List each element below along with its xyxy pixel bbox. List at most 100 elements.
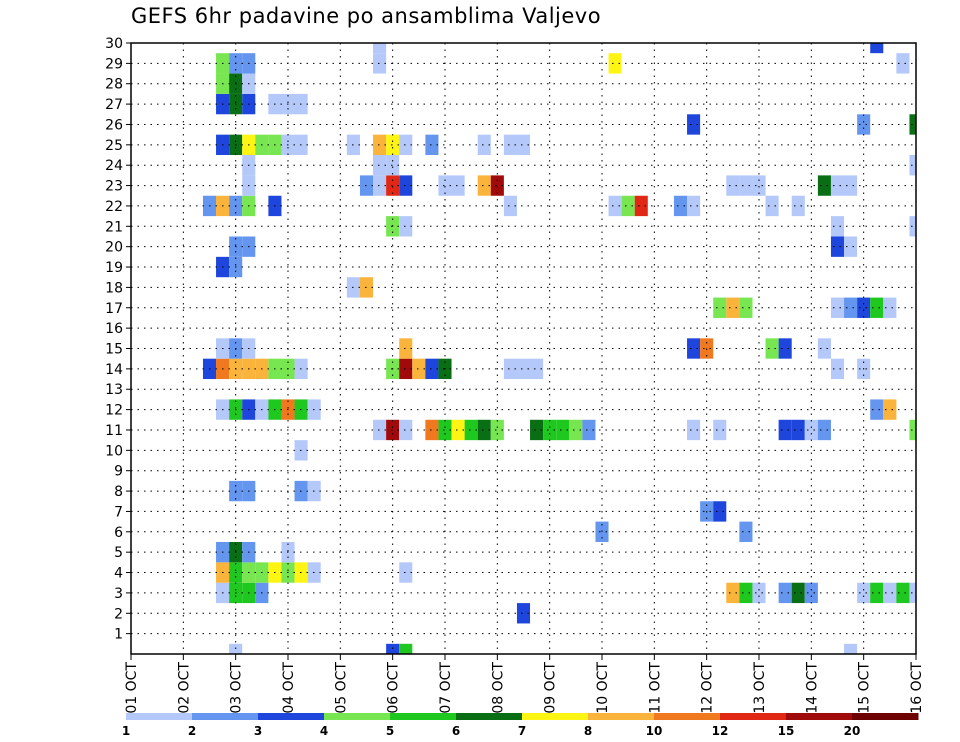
y-tick-label: 22 <box>105 199 123 215</box>
heatmap-cell <box>883 582 897 604</box>
heatmap-cell <box>817 175 831 196</box>
colorbar-label: 8 <box>584 724 592 738</box>
heatmap-cell <box>373 53 387 74</box>
colorbar-label: 2 <box>188 724 196 738</box>
y-tick-label: 7 <box>114 504 123 520</box>
heatmap-cell <box>451 175 465 196</box>
colorbar-segment <box>192 713 259 720</box>
heatmap-cell <box>399 175 413 196</box>
heatmap-cell <box>687 419 701 441</box>
heatmap-cell <box>739 521 753 542</box>
heatmap-cell <box>516 358 531 380</box>
y-tick-label: 9 <box>114 464 123 480</box>
colorbar-segment <box>258 713 325 720</box>
heatmap-cell <box>477 134 491 156</box>
x-tick-label: 12 OCT <box>700 662 716 714</box>
heatmap-cell <box>778 419 792 441</box>
heatmap-cell <box>399 216 413 237</box>
heatmap-cell <box>883 399 897 420</box>
heatmap-cell <box>399 643 413 654</box>
heatmap-cell <box>399 338 413 359</box>
colorbar-segment <box>852 713 919 720</box>
y-tick-label: 27 <box>105 97 123 113</box>
colorbar-segment <box>588 713 655 720</box>
colorbar-segment <box>456 713 523 720</box>
heatmap-cell <box>857 297 871 318</box>
heatmap-cell <box>386 155 400 176</box>
y-tick-label: 5 <box>114 545 123 561</box>
heatmap-cell <box>778 338 792 359</box>
chart-title: GEFS 6hr padavine po ansamblima Valjevo <box>131 4 602 28</box>
heatmap-cell <box>870 43 884 54</box>
y-tick-label: 4 <box>114 566 123 582</box>
heatmap-cell <box>739 582 753 604</box>
x-tick-label: 14 OCT <box>804 662 820 714</box>
colorbar-label: 4 <box>320 724 328 738</box>
heatmap-cell <box>477 419 491 441</box>
heatmap-cell <box>909 216 916 237</box>
heatmap-cell <box>451 419 465 441</box>
heatmap-cells <box>202 43 916 654</box>
dotted-grid <box>131 43 916 654</box>
y-tick-label: 6 <box>114 525 123 541</box>
heatmap-cell <box>765 338 779 359</box>
x-tick-label: 03 OCT <box>229 662 245 714</box>
heatmap-cell <box>687 338 701 359</box>
heatmap-cell <box>791 419 805 441</box>
heatmap-cell <box>765 195 779 217</box>
heatmap-cell <box>883 297 897 318</box>
colorbar-legend: 1 2 3 4 5 6 7 8 10 12 15 20 <box>122 713 919 738</box>
heatmap-cell <box>844 297 858 318</box>
x-tick-label: 15 OCT <box>857 662 873 714</box>
colorbar-segment <box>654 713 721 720</box>
heatmap-cell <box>373 134 387 156</box>
y-tick-label: 21 <box>105 219 123 235</box>
colorbar-label: 1 <box>122 724 130 738</box>
heatmap-cell <box>438 419 452 441</box>
heatmap-cell <box>582 419 596 441</box>
heatmap-cell <box>713 297 727 318</box>
heatmap-cell <box>503 358 517 380</box>
colorbar-segment <box>522 713 589 720</box>
heatmap-cell <box>477 175 491 196</box>
heatmap-cell <box>909 155 916 176</box>
heatmap-cell <box>844 236 858 257</box>
heatmap-cell <box>464 419 478 441</box>
heatmap-cell <box>543 419 557 441</box>
heatmap-cell <box>896 53 910 74</box>
x-tick-label: 07 OCT <box>438 662 454 714</box>
heatmap-cell <box>726 175 740 196</box>
heatmap-cell <box>399 419 413 441</box>
y-tick-label: 29 <box>105 56 123 72</box>
x-tick-label: 16 OCT <box>909 662 925 714</box>
y-tick-label: 24 <box>105 158 123 174</box>
y-tick-label: 18 <box>105 280 123 296</box>
heatmap-cell <box>516 603 531 624</box>
y-tick-label: 2 <box>114 606 123 622</box>
heatmap-cell <box>399 358 413 380</box>
heatmap-cell <box>857 114 871 135</box>
y-tick-label: 19 <box>105 260 123 276</box>
heatmap-cell <box>530 419 544 441</box>
heatmap-cell <box>634 195 648 217</box>
heatmap-cell <box>490 175 504 196</box>
heatmap-cell <box>621 195 635 217</box>
heatmap-cell <box>752 582 766 604</box>
heatmap-cell <box>857 582 871 604</box>
heatmap-cell <box>569 419 583 441</box>
y-tick-label: 20 <box>105 240 123 256</box>
x-tick-label: 13 OCT <box>752 662 768 714</box>
x-tick-label: 04 OCT <box>281 662 297 714</box>
heatmap-cell <box>870 399 884 420</box>
heatmap-cell <box>830 175 845 196</box>
colorbar-segment <box>126 713 193 720</box>
plot-frame <box>130 42 917 655</box>
heatmap-cell <box>909 419 916 441</box>
colorbar-label: 7 <box>518 724 526 738</box>
heatmap-cell <box>830 358 845 380</box>
heatmap-cell <box>399 562 413 583</box>
heatmap-cell <box>373 419 387 441</box>
heatmap-cell <box>739 297 753 318</box>
heatmap-cell <box>373 43 387 54</box>
